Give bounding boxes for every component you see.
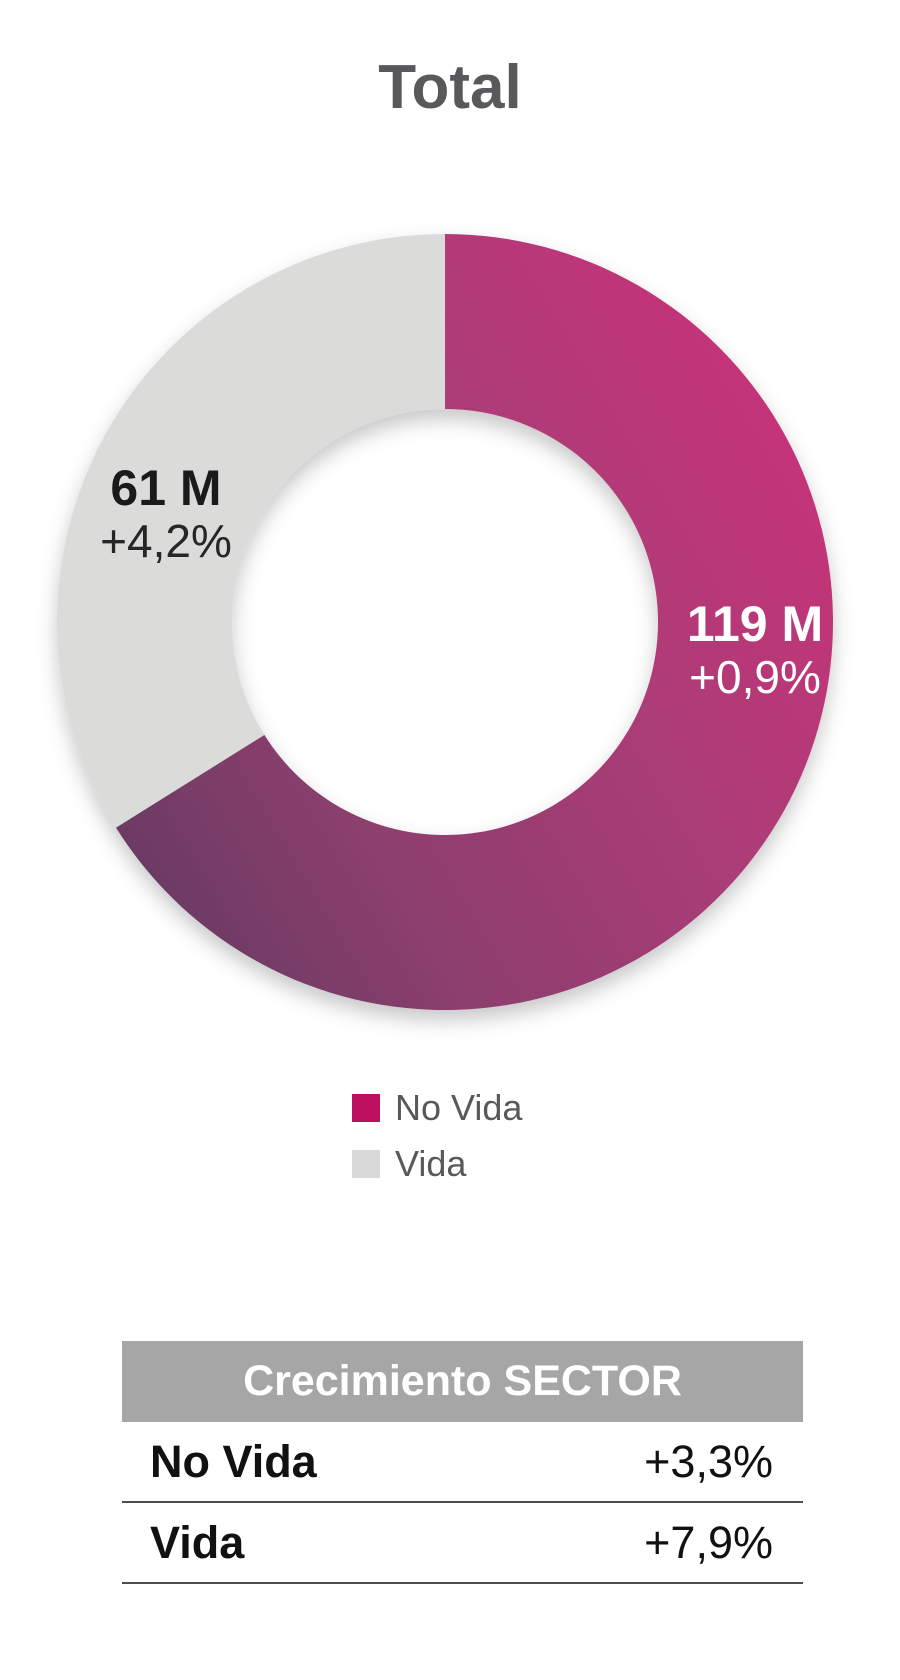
legend: No Vida Vida: [352, 1087, 522, 1206]
row-value-vida: +7,9%: [644, 1516, 773, 1568]
row-value-no-vida: +3,3%: [644, 1435, 773, 1487]
table-row: Vida +7,9%: [122, 1503, 803, 1584]
vida-value: 61 M: [110, 460, 222, 516]
segment-label-no-vida: 119 M +0,9%: [650, 596, 860, 704]
donut-segment-no-vida: [115, 233, 834, 1010]
no-vida-value: 119 M: [686, 596, 824, 652]
donut-ring: [57, 233, 834, 1010]
chart-title: Total: [378, 53, 522, 122]
legend-label-no-vida: No Vida: [395, 1087, 523, 1128]
vida-growth: +4,2%: [100, 515, 232, 567]
vida-swatch-icon: [352, 1150, 380, 1178]
segment-label-vida: 61 M +4,2%: [60, 460, 272, 568]
legend-item-vida: Vida: [352, 1143, 522, 1184]
row-label-vida: Vida: [150, 1516, 245, 1568]
row-label-no-vida: No Vida: [150, 1435, 317, 1487]
no-vida-swatch-icon: [352, 1094, 380, 1122]
no-vida-growth: +0,9%: [689, 651, 821, 703]
donut-chart: [57, 233, 834, 1010]
legend-label-vida: Vida: [395, 1143, 467, 1184]
table-header: Crecimiento SECTOR: [122, 1341, 803, 1422]
table-row: No Vida +3,3%: [122, 1422, 803, 1503]
donut-segment-vida: [57, 234, 446, 828]
legend-item-no-vida: No Vida: [352, 1087, 522, 1128]
sector-growth-table: Crecimiento SECTOR No Vida +3,3% Vida +7…: [122, 1341, 803, 1584]
